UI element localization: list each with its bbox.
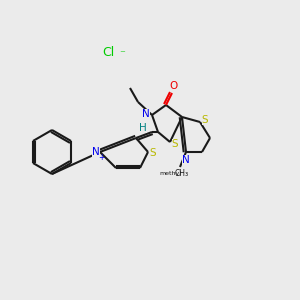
Text: S: S — [202, 115, 208, 125]
Text: +: + — [98, 152, 104, 161]
Text: CH₃: CH₃ — [175, 169, 189, 178]
Text: H: H — [139, 123, 147, 133]
Text: S: S — [150, 148, 156, 158]
Text: ⁻: ⁻ — [119, 49, 125, 59]
Text: methyl: methyl — [159, 172, 181, 176]
Text: N: N — [182, 155, 190, 165]
Text: N: N — [92, 147, 100, 157]
Text: methyl: methyl — [176, 173, 180, 175]
Text: N: N — [142, 109, 150, 119]
Text: S: S — [172, 139, 178, 149]
Text: Cl: Cl — [102, 46, 114, 59]
Text: O: O — [169, 81, 177, 91]
